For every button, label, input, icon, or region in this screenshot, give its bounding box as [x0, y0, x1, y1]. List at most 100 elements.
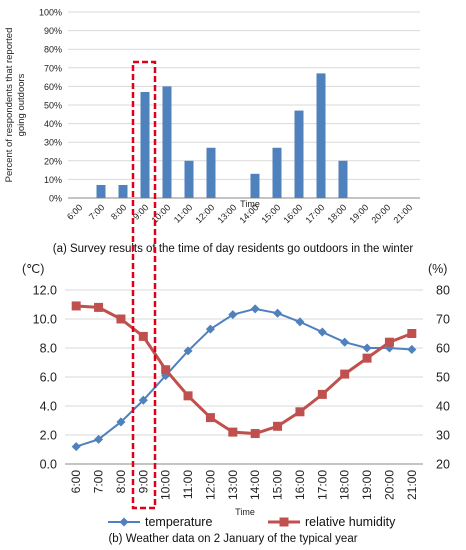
point-temperature: [138, 395, 148, 405]
x-tick-label-b: 7:00: [92, 470, 106, 494]
y-right-tick-label: 70: [436, 313, 450, 327]
point-temperature: [407, 344, 417, 354]
caption-b: (b) Weather data on 2 January of the typ…: [108, 533, 357, 545]
y-right-tick-label: 20: [436, 458, 450, 472]
point-temperature: [205, 324, 215, 334]
point-relative-humidity: [407, 329, 417, 338]
point-temperature: [228, 310, 238, 320]
x-tick-label-a: 17:00: [303, 202, 326, 225]
y-tick-label-a: 0%: [49, 194, 62, 204]
legend-humidity-label: relative humidity: [305, 515, 396, 529]
x-tick-label-a: 15:00: [259, 202, 282, 225]
bar-7:00: [96, 184, 106, 198]
point-relative-humidity: [138, 331, 148, 341]
x-tick-label-a: 13:00: [215, 202, 238, 225]
x-tick-label-b: 17:00: [315, 470, 329, 500]
x-tick-label-a: 10:00: [149, 202, 172, 225]
point-relative-humidity: [317, 389, 327, 399]
x-tick-label-b: 15:00: [271, 470, 285, 500]
y-axis-title-a-line1: Percent of respondents that reported: [4, 28, 15, 183]
x-tick-label-b: 16:00: [293, 470, 307, 500]
point-temperature: [362, 343, 372, 353]
y-left-tick-label: 12.0: [33, 284, 57, 298]
y-left-tick-label: 10.0: [33, 313, 57, 327]
y-tick-label-a: 90%: [44, 26, 62, 36]
caption-a: (a) Survey results of the time of day re…: [53, 243, 414, 255]
series-line-temperature: [75, 307, 412, 448]
x-tick-label-a: 12:00: [193, 202, 216, 225]
point-relative-humidity: [161, 365, 171, 375]
point-relative-humidity: [94, 302, 104, 312]
bar-16:00: [294, 110, 304, 198]
point-temperature: [250, 304, 260, 314]
y-tick-label-a: 10%: [44, 175, 62, 185]
point-temperature: [273, 308, 283, 318]
x-tick-label-b: 18:00: [338, 470, 352, 500]
bar-18:00: [338, 160, 348, 198]
y-right-tick-label: 40: [436, 400, 450, 414]
point-temperature: [71, 442, 81, 452]
x-tick-label-a: 19:00: [347, 202, 370, 225]
y-left-tick-label: 0.0: [40, 458, 57, 472]
bar-8:00: [118, 184, 128, 198]
bar-9:00: [140, 91, 150, 198]
point-relative-humidity: [71, 301, 81, 311]
line-chart-b: 0.0 2.0 4.0 6.0 8.0 10.0 12.0 20 30 40 50 60 70 80 (℃)…: [22, 262, 450, 545]
x-axis-title-b: Time: [235, 507, 255, 517]
x-tick-label-b: 10:00: [159, 470, 173, 500]
bar-12:00: [206, 147, 216, 198]
x-tick-label-b: 8:00: [114, 470, 128, 494]
point-relative-humidity: [228, 427, 238, 437]
x-tick-label-b: 6:00: [69, 470, 83, 494]
point-temperature: [183, 346, 193, 356]
y-right-unit: (%): [428, 262, 447, 276]
y-axis-title-a-line2: going outdoors: [16, 73, 27, 136]
x-tick-label-b: 21:00: [405, 470, 419, 500]
y-right-tick-label: 80: [436, 284, 450, 298]
x-tick-label-a: 21:00: [391, 202, 414, 225]
x-tick-label-a: 7:00: [87, 202, 106, 221]
x-tick-label-a: 18:00: [325, 202, 348, 225]
x-tick-label-b: 9:00: [136, 470, 150, 494]
highlight-box-9-00: [131, 60, 157, 510]
point-relative-humidity: [384, 337, 394, 347]
x-tick-label-b: 14:00: [248, 470, 262, 500]
x-tick-label-a: 11:00: [172, 202, 195, 225]
y-tick-label-a: 60%: [44, 82, 62, 92]
x-tick-label-b: 12:00: [203, 470, 217, 500]
point-relative-humidity: [295, 407, 305, 417]
y-left-tick-label: 4.0: [40, 400, 57, 414]
x-tick-label-b: 20:00: [382, 470, 396, 500]
y-tick-label-a: 20%: [44, 156, 62, 166]
point-relative-humidity: [273, 421, 283, 431]
point-relative-humidity: [116, 314, 126, 324]
y-left-tick-label: 2.0: [40, 429, 57, 443]
x-tick-label-a: 16:00: [281, 202, 304, 225]
point-temperature: [317, 327, 327, 337]
y-tick-label-a: 40%: [44, 119, 62, 129]
bar-11:00: [184, 160, 194, 198]
series-line-relative-humidity: [76, 304, 413, 436]
point-relative-humidity: [183, 391, 193, 401]
x-tick-label-a: 8:00: [109, 202, 128, 221]
y-tick-label-a: 100%: [39, 8, 62, 18]
y-right-tick-label: 60: [436, 342, 450, 356]
bar-10:00: [162, 86, 172, 198]
legend-humidity-marker: [279, 517, 289, 527]
x-axis-title-a: Time: [240, 199, 260, 209]
y-left-tick-label: 6.0: [40, 371, 57, 385]
legend-temperature-marker: [119, 517, 129, 527]
y-tick-label-a: 80%: [44, 45, 62, 55]
x-tick-label-b: 13:00: [226, 470, 240, 500]
legend-b: temperature relative humidity: [108, 515, 396, 529]
y-left-tick-label: 8.0: [40, 342, 57, 356]
bar-chart-a: 0% 10% 20% 30% 40% 50% 60% 70% 80% 90% 100% 6:00 7:0…: [4, 8, 420, 255]
point-relative-humidity: [362, 353, 372, 363]
x-tick-label-a: 6:00: [65, 202, 84, 221]
y-tick-label-a: 50%: [44, 101, 62, 111]
y-left-unit: (℃): [22, 262, 44, 276]
point-relative-humidity: [340, 369, 350, 379]
y-tick-label-a: 30%: [44, 138, 62, 148]
point-temperature: [340, 337, 350, 347]
